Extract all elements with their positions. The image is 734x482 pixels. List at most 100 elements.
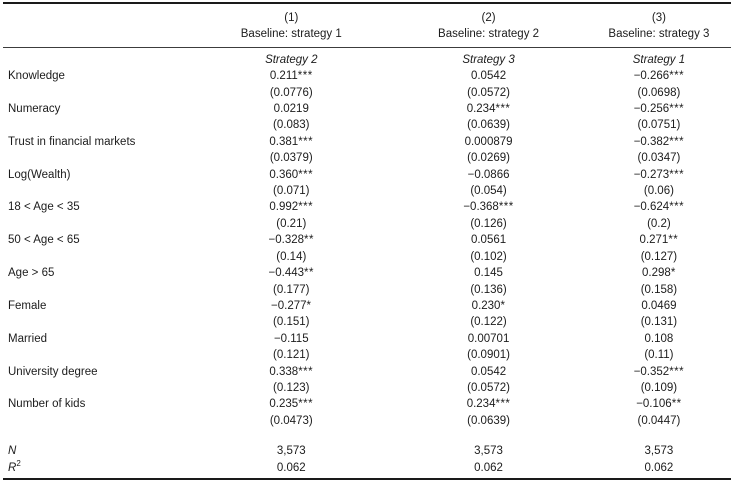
significance-stars: *** xyxy=(669,168,685,181)
se-cell-1: (0.0776) xyxy=(269,86,313,99)
stat-value-2: 3,573 xyxy=(474,445,503,458)
row-label-empty xyxy=(3,314,192,330)
se-cell-3: (0.131) xyxy=(640,316,678,329)
se-row: (0.121) (0.0901) (0.11) xyxy=(3,347,731,363)
se-row: (0.21) (0.126) (0.2) xyxy=(3,216,731,232)
superscript: 2 xyxy=(16,458,21,468)
coef-row: Numeracy 0.0219 0.234*** −0.256*** xyxy=(3,101,731,117)
row-label-empty xyxy=(3,150,192,166)
significance-stars: ** xyxy=(304,267,314,280)
coef-cell-1: −0.443** xyxy=(268,267,314,280)
significance-stars: *** xyxy=(297,70,313,83)
se-cell-1: (0.177) xyxy=(273,283,310,296)
se-row: (0.151) (0.122) (0.131) xyxy=(3,314,731,330)
coef-row: Age > 65 −0.443** 0.145 0.298* xyxy=(3,265,731,281)
se-cell-1: (0.151) xyxy=(273,316,310,329)
baseline-label-2: Baseline: strategy 2 xyxy=(390,26,587,48)
coef-row: Trust in financial markets 0.381*** 0.0008… xyxy=(3,134,731,150)
coef-cell-3: −0.256*** xyxy=(633,103,685,116)
se-cell-2: (0.102) xyxy=(470,250,507,263)
coef-cell-1: 0.211*** xyxy=(269,70,313,83)
significance-stars: *** xyxy=(669,70,685,83)
empty-header-cell xyxy=(3,26,193,48)
se-row: (0.177) (0.136) (0.158) xyxy=(3,282,731,298)
se-cell-1: (0.0379) xyxy=(269,152,313,165)
stat-label: R2 xyxy=(8,458,21,474)
row-label-empty xyxy=(3,282,192,298)
significance-stars: *** xyxy=(495,103,511,116)
se-cell-2: (0.0572) xyxy=(467,381,510,394)
coef-cell-3: −0.624*** xyxy=(633,201,685,214)
se-cell-3: (0.11) xyxy=(644,349,674,362)
se-cell-2: (0.0639) xyxy=(467,119,510,132)
coef-cell-1: 0.0219 xyxy=(273,103,309,116)
variable-label: Number of kids xyxy=(8,398,86,411)
significance-stars: *** xyxy=(495,398,511,411)
se-cell-2: (0.0572) xyxy=(467,86,510,99)
coef-row: Log(Wealth) 0.360*** −0.0866 −0.273*** xyxy=(3,167,731,183)
coef-cell-1: 0.338*** xyxy=(269,365,314,378)
se-row: (0.0473) (0.0639) (0.0447) xyxy=(3,413,731,429)
strategy-cell-3: Strategy 1 xyxy=(632,53,686,66)
coef-row: Knowledge 0.211*** 0.0542 −0.266*** xyxy=(3,68,731,84)
stat-row: N 3,573 3,573 3,573 xyxy=(3,443,731,459)
se-cell-2: (0.054) xyxy=(470,185,507,198)
variable-label: 18 < Age < 35 xyxy=(8,201,80,214)
se-cell-3: (0.109) xyxy=(640,381,678,394)
coef-cell-2: 0.0561 xyxy=(470,234,507,247)
coef-cell-1: −0.328** xyxy=(268,234,314,247)
coef-cell-2: 0.0542 xyxy=(470,70,507,83)
stat-row: R2 0.062 0.062 0.062 xyxy=(3,458,731,479)
coef-cell-2: 0.230* xyxy=(471,299,506,312)
se-cell-3: (0.0447) xyxy=(637,414,681,427)
significance-stars: *** xyxy=(298,398,314,411)
strategy-header-row: Strategy 2 Strategy 3 Strategy 1 xyxy=(3,47,731,68)
se-row: (0.0379) (0.0269) (0.0347) xyxy=(3,150,731,166)
stat-value-3: 3,573 xyxy=(644,445,674,458)
se-cell-1: (0.071) xyxy=(273,185,310,198)
row-label-empty xyxy=(3,413,192,429)
significance-stars: *** xyxy=(298,168,314,181)
significance-stars: *** xyxy=(498,201,514,214)
model-number-row: (1) (2) (3) xyxy=(3,3,731,26)
baseline-label-3: Baseline: strategy 3 xyxy=(586,26,731,48)
coef-row: Married −0.115 0.00701 0.108 xyxy=(3,331,731,347)
coef-cell-3: −0.273*** xyxy=(633,168,685,181)
variable-label: Numeracy xyxy=(8,103,61,116)
coef-cell-3: 0.298* xyxy=(642,267,676,280)
se-row: (0.14) (0.102) (0.127) xyxy=(3,249,731,265)
se-cell-2: (0.136) xyxy=(470,283,507,296)
row-label-empty xyxy=(3,249,192,265)
significance-stars: * xyxy=(306,299,312,312)
significance-stars: *** xyxy=(669,103,685,116)
coef-row: Number of kids 0.235*** 0.234*** −0.106** xyxy=(3,396,731,412)
se-cell-1: (0.0473) xyxy=(269,414,313,427)
stat-label: N xyxy=(8,445,17,458)
coef-cell-1: −0.115 xyxy=(273,332,309,345)
significance-stars: ** xyxy=(671,398,682,411)
model-number-2: (2) xyxy=(481,12,496,24)
se-cell-1: (0.121) xyxy=(273,349,310,362)
strategy-cell-2: Strategy 3 xyxy=(462,53,515,66)
significance-stars: ** xyxy=(304,234,314,247)
model-number-1: (1) xyxy=(284,12,299,24)
se-cell-1: (0.21) xyxy=(276,217,307,230)
se-row: (0.123) (0.0572) (0.109) xyxy=(3,380,731,396)
coef-cell-3: 0.271** xyxy=(639,234,679,247)
variable-label: Female xyxy=(8,299,47,312)
coef-cell-2: 0.145 xyxy=(474,267,503,280)
se-cell-2: (0.0639) xyxy=(467,414,510,427)
significance-stars: *** xyxy=(298,135,314,148)
significance-stars: * xyxy=(670,267,676,280)
empty-header-cell xyxy=(3,3,192,26)
regression-table: (1) (2) (3) Baseline: strategy 1 Baselin… xyxy=(3,2,731,480)
variable-label: 50 < Age < 65 xyxy=(8,234,80,247)
row-label-empty xyxy=(3,117,192,133)
stat-value-2: 0.062 xyxy=(474,461,503,474)
se-cell-3: (0.0698) xyxy=(637,86,681,99)
se-row: (0.071) (0.054) (0.06) xyxy=(3,183,731,199)
baseline-row: Baseline: strategy 1 Baseline: strategy … xyxy=(3,26,731,48)
se-cell-2: (0.0269) xyxy=(467,152,510,165)
stat-value-3: 0.062 xyxy=(644,461,674,474)
